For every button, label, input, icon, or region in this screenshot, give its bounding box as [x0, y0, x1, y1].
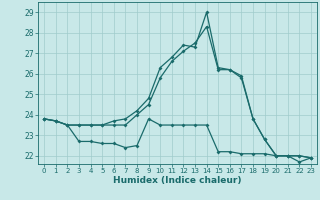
X-axis label: Humidex (Indice chaleur): Humidex (Indice chaleur) [113, 176, 242, 185]
